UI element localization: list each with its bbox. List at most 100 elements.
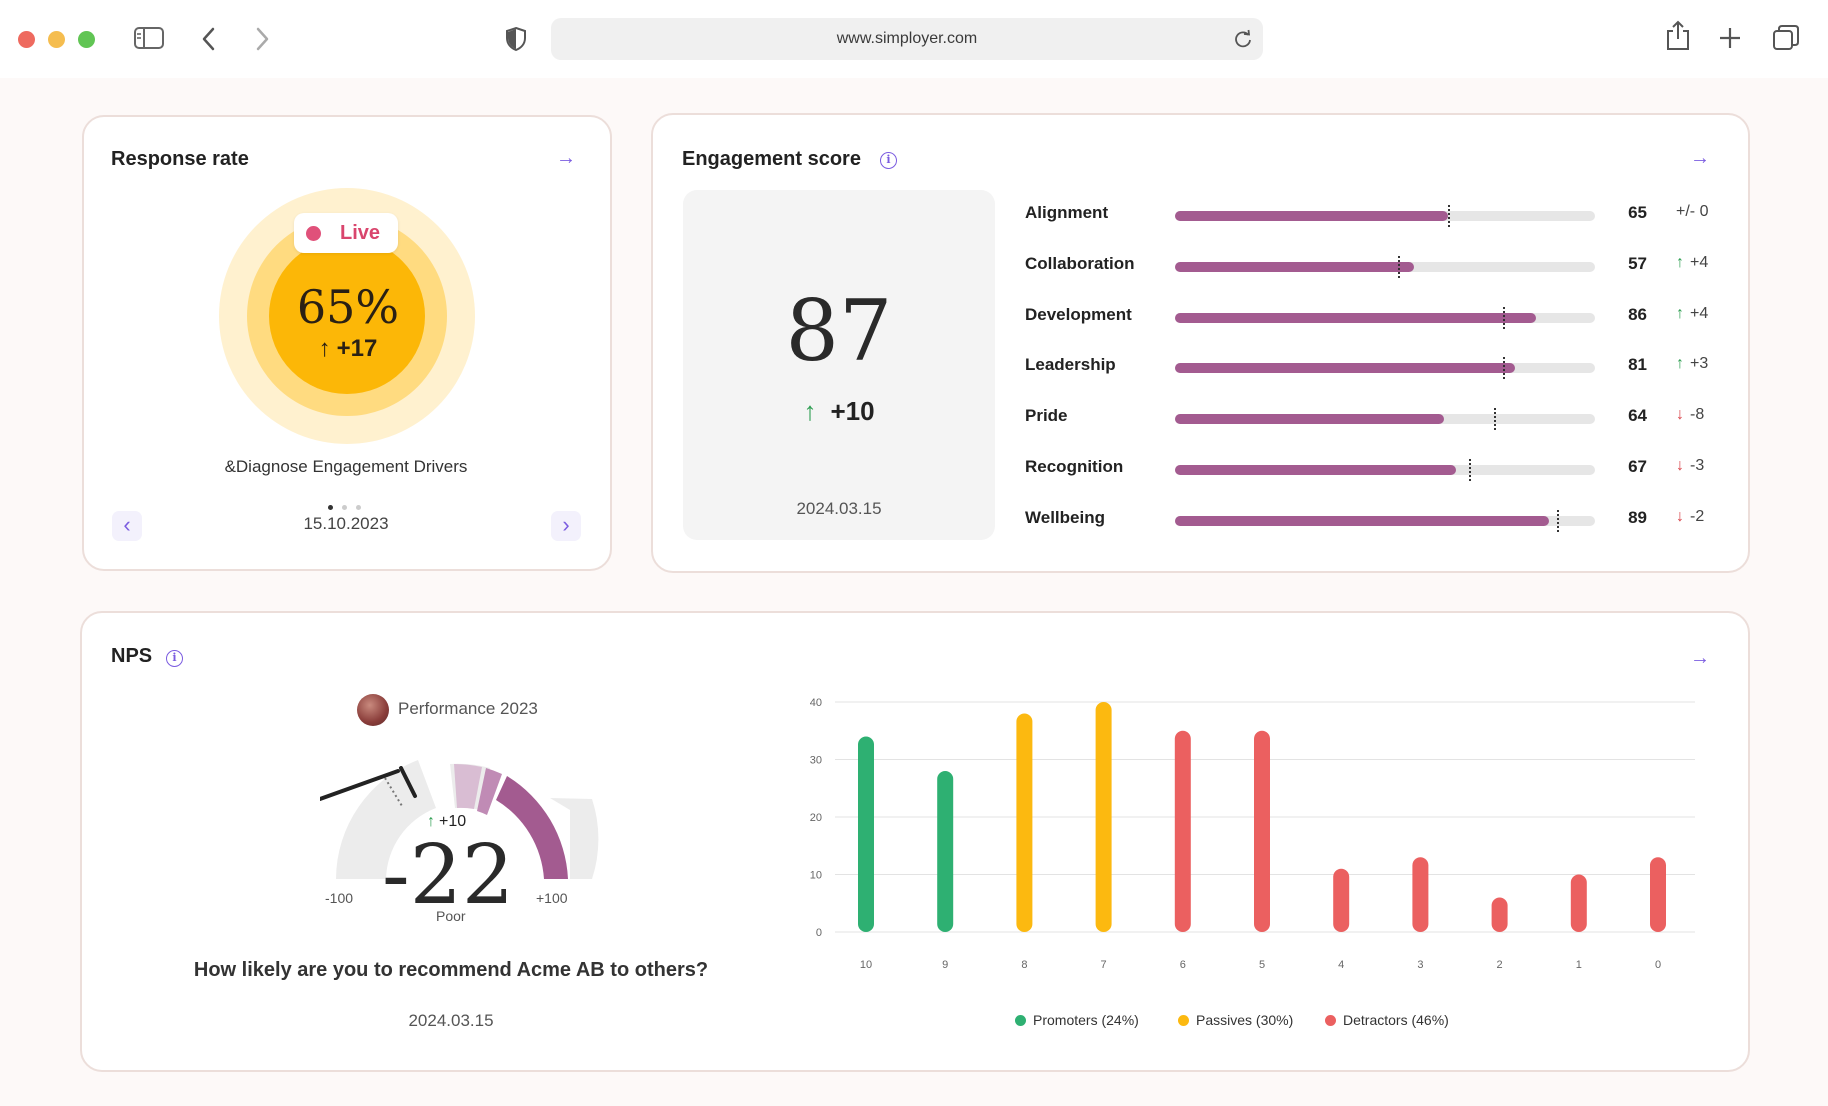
gauge-rating-label: Poor xyxy=(436,908,466,924)
gauge-segment-light xyxy=(454,763,482,809)
live-label: Live xyxy=(340,222,381,244)
driver-benchmark-marker xyxy=(1557,510,1560,532)
sidebar-toggle-icon[interactable] xyxy=(133,26,165,52)
driver-bar-fill xyxy=(1175,211,1448,221)
info-icon[interactable]: i xyxy=(166,650,183,667)
bar-detractors[interactable] xyxy=(1491,897,1508,933)
x-tick-label: 3 xyxy=(1417,959,1423,971)
driver-benchmark-marker xyxy=(1494,408,1497,430)
x-tick-label: 8 xyxy=(1021,959,1027,971)
arrow-up-icon: ↑ xyxy=(1676,254,1684,271)
close-window-button[interactable] xyxy=(18,31,35,48)
back-icon[interactable] xyxy=(200,27,218,51)
url-text: www.simployer.com xyxy=(836,30,978,47)
driver-label: Development xyxy=(1025,305,1132,324)
engagement-open-arrow-icon[interactable]: → xyxy=(1690,147,1710,169)
x-tick-label: 9 xyxy=(942,959,948,971)
driver-benchmark-marker xyxy=(1397,256,1400,278)
driver-benchmark-marker xyxy=(1502,307,1505,329)
address-bar[interactable]: www.simployer.com xyxy=(551,18,1263,60)
driver-delta: ↑ +4 xyxy=(1676,305,1708,323)
bar-detractors[interactable] xyxy=(1254,730,1270,932)
driver-label: Wellbeing xyxy=(1025,508,1105,527)
driver-delta-value: +3 xyxy=(1690,355,1709,372)
driver-delta: ↑ +3 xyxy=(1676,355,1708,373)
driver-delta: ↓ -3 xyxy=(1676,457,1704,475)
arrow-down-icon: ↓ xyxy=(1676,457,1684,474)
response-rate-title: Response rate xyxy=(111,148,249,170)
legend-label: Passives (30%) xyxy=(1196,1012,1294,1028)
nps-open-arrow-icon[interactable]: → xyxy=(1690,647,1710,669)
new-tab-icon[interactable] xyxy=(1718,26,1742,50)
bar-passives[interactable] xyxy=(1095,702,1112,932)
legend-swatch xyxy=(1015,1015,1026,1026)
share-icon[interactable] xyxy=(1665,20,1691,52)
arrow-up-icon: ↑ xyxy=(1676,305,1684,322)
driver-benchmark-marker xyxy=(1469,459,1471,481)
y-tick-label: 30 xyxy=(810,755,822,767)
tab-overview-icon[interactable] xyxy=(1772,24,1800,52)
bar-detractors[interactable] xyxy=(1412,857,1429,932)
privacy-shield-icon[interactable] xyxy=(504,26,528,52)
driver-label: Pride xyxy=(1025,406,1068,425)
x-tick-label: 2 xyxy=(1497,959,1503,971)
driver-label: Leadership xyxy=(1025,355,1116,374)
driver-bar-track xyxy=(1175,307,1595,329)
response-rate-open-arrow-icon[interactable]: → xyxy=(556,147,576,169)
gauge-needle-mark xyxy=(399,766,417,798)
arrow-down-icon: ↓ xyxy=(1676,508,1684,525)
driver-delta-value: +/- 0 xyxy=(1676,203,1709,220)
nps-delta: ↑ +10 xyxy=(427,813,466,831)
driver-bar-track xyxy=(1175,510,1595,532)
x-tick-label: 7 xyxy=(1101,959,1107,971)
bar-promoters[interactable] xyxy=(858,736,874,933)
carousel-dot[interactable] xyxy=(356,505,361,510)
y-tick-label: 10 xyxy=(810,870,822,882)
driver-value: 81 xyxy=(1628,355,1647,374)
driver-bar-track xyxy=(1175,205,1595,227)
driver-bar-track xyxy=(1175,357,1595,379)
legend-swatch xyxy=(1325,1015,1336,1026)
gauge-previous-marker xyxy=(384,777,403,807)
bar-detractors[interactable] xyxy=(1333,868,1350,932)
zoom-window-button[interactable] xyxy=(78,31,95,48)
carousel-dot[interactable] xyxy=(342,505,347,510)
previous-button[interactable]: ‹ xyxy=(112,511,142,541)
driver-bar-fill xyxy=(1175,465,1457,475)
bar-promoters[interactable] xyxy=(937,771,954,932)
gauge-segment-mid xyxy=(477,768,502,815)
reload-icon[interactable] xyxy=(1233,29,1253,49)
driver-bar-fill xyxy=(1175,363,1516,373)
gauge-fill xyxy=(496,776,568,879)
next-button[interactable]: › xyxy=(551,511,581,541)
response-inner-ring xyxy=(269,238,425,394)
driver-value: 57 xyxy=(1628,254,1647,273)
carousel-dot[interactable] xyxy=(328,505,333,510)
x-tick-label: 4 xyxy=(1338,959,1344,971)
engagement-score-panel: 87 ↑ +10 2024.03.15 xyxy=(683,190,995,540)
minimize-window-button[interactable] xyxy=(48,31,65,48)
engagement-score-date: 2024.03.15 xyxy=(796,499,882,518)
driver-bar-fill xyxy=(1175,516,1549,526)
bar-detractors[interactable] xyxy=(1650,857,1666,932)
arrow-up-icon: ↑ xyxy=(1676,355,1684,372)
legend-swatch xyxy=(1178,1015,1189,1026)
bar-detractors[interactable] xyxy=(1174,730,1191,932)
response-rate-date: 15.10.2023 xyxy=(303,514,389,533)
driver-label: Collaboration xyxy=(1025,254,1135,273)
x-tick-label: 5 xyxy=(1259,959,1265,971)
info-icon[interactable]: i xyxy=(880,152,897,169)
response-rate-delta: ↑ +17 xyxy=(268,335,428,363)
arrow-up-icon: ↑ xyxy=(318,335,331,362)
driver-label: Recognition xyxy=(1025,457,1124,476)
bar-passives[interactable] xyxy=(1016,713,1033,933)
carousel-dots xyxy=(328,497,370,515)
bar-detractors[interactable] xyxy=(1570,874,1587,933)
legend-item-passives: Passives (30%) xyxy=(1178,1012,1293,1028)
live-badge: Live xyxy=(294,213,398,253)
forward-icon[interactable] xyxy=(253,27,271,51)
engagement-score-title: Engagement score xyxy=(682,148,861,170)
gauge-base-right xyxy=(550,798,599,879)
x-tick-label: 1 xyxy=(1576,959,1582,971)
